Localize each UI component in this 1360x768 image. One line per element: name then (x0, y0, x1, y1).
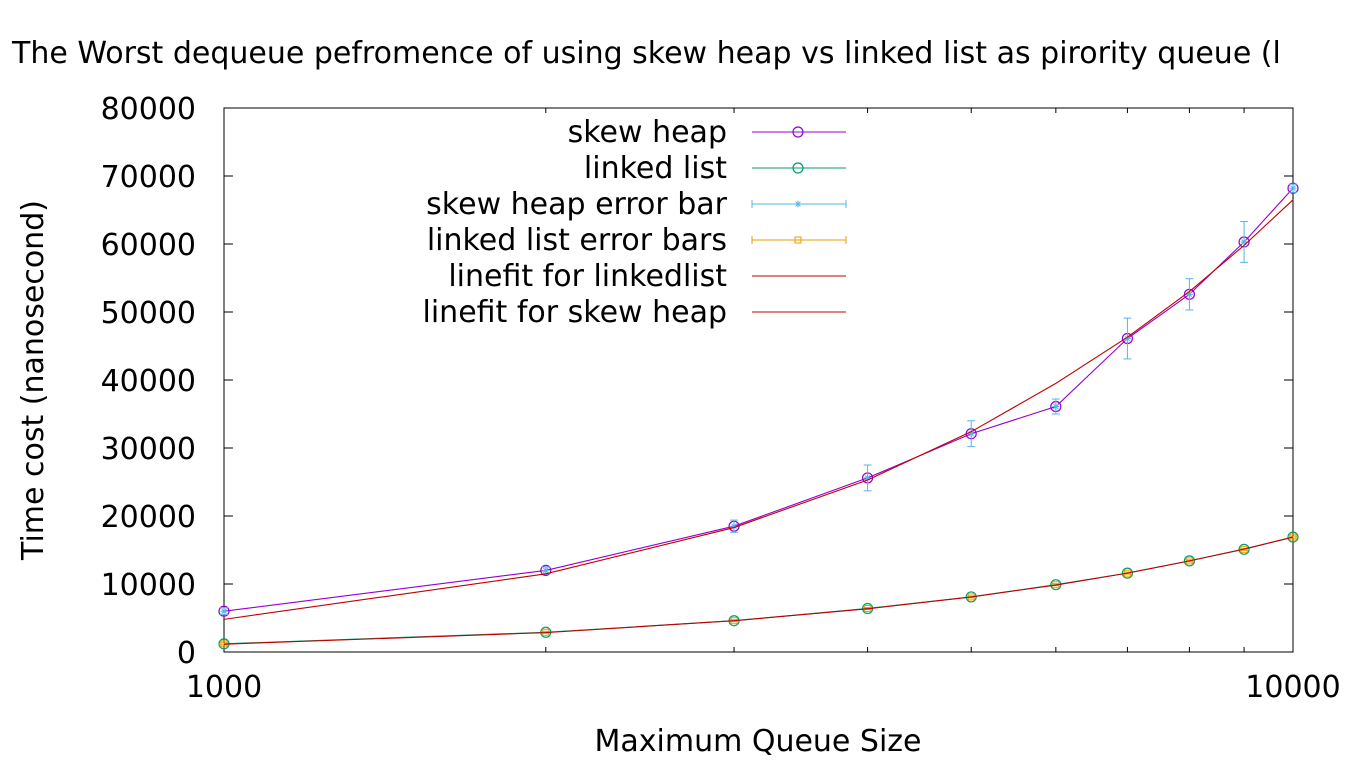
series-linefit-for-linkedlist-line (223, 536, 1294, 645)
series-skew-heap-error-bar-bar-3-marker (864, 474, 872, 482)
series-skew-heap-error-bar-bar-1-marker-shape (542, 566, 550, 574)
x-tick-label-10000: 10000 (1245, 670, 1340, 705)
y-tick-label-70000: 70000 (101, 160, 196, 195)
y-tick-label-60000: 60000 (101, 228, 196, 263)
series-linked-list-point-6-shape (1121, 567, 1134, 579)
legend-item-linked-list-error-bars-marker-shape (794, 236, 802, 244)
series-skew-heap-error-bar (220, 183, 1297, 616)
series-linked-list-point-7 (1183, 555, 1196, 567)
y-tick-label-0: 0 (177, 636, 196, 671)
series-skew-heap-point-1 (540, 564, 552, 577)
series-skew-heap-error-bar-bar-3 (863, 464, 872, 492)
series-skew-heap-error-bar-bar-5-marker-shape (1052, 403, 1060, 411)
series-skew-heap-error-bar-bar-8-marker (1240, 238, 1248, 246)
series-skew-heap-error-bar-bar-6-marker (1123, 335, 1131, 343)
series-skew-heap-error-bar-bar-2-marker (730, 522, 738, 530)
series-linefit-for-skew-heap-line (223, 199, 1294, 620)
y-tick-label-80000: 80000 (101, 92, 196, 127)
x-axis-ticks: 1000 10000 (186, 108, 1341, 705)
series-skew-heap-point-0-shape (218, 605, 230, 617)
series-skew-heap-error-bar-bar-2-marker-shape (730, 522, 738, 530)
y-tick-label-30000: 30000 (101, 432, 196, 467)
series-linked-list-point-8 (1238, 543, 1250, 555)
series-skew-heap-point-1-shape (540, 564, 552, 577)
series-skew-heap-error-bar-bar-4-marker-shape (967, 430, 975, 438)
series-skew-heap-error-bar-bar-7-marker (1185, 290, 1193, 298)
series-linefit-for-linkedlist (223, 536, 1294, 645)
series-skew-heap-error-bar-bar-0 (220, 607, 228, 616)
series-skew-heap-error-bar-bar-7-marker-shape (1185, 290, 1193, 298)
series-linefit-for-skew-heap (223, 199, 1294, 620)
legend-item-skew-heap-error-bar-label: skew heap error bar (426, 187, 727, 222)
y-tick-label-50000: 50000 (101, 296, 196, 331)
legend-item-linked-list-error-bars-label: linked list error bars (427, 223, 727, 258)
legend-item-linked-list-marker (792, 162, 804, 174)
series-skew-heap-error-bar-bar-4-marker (967, 430, 975, 438)
legend-item-linked-list-error-bars-marker (794, 236, 802, 244)
series-skew-heap-error-bar-bar-0-marker-shape (220, 607, 228, 615)
legend-item-linefit-for-linkedlist-label: linefit for linkedlist (448, 259, 727, 294)
legend-item-skew-heap-marker-shape (792, 126, 804, 138)
series-skew-heap-error-bar-bar-9-marker-shape (1289, 184, 1297, 192)
legend-item-linefit-for-linkedlist: linefit for linkedlist (448, 259, 846, 294)
legend-item-skew-heap-marker (792, 126, 804, 138)
series-skew-heap-error-bar-bar-2 (730, 519, 739, 533)
series-linked-list-point-4 (965, 591, 977, 603)
legend-item-skew-heap: skew heap (568, 115, 846, 150)
legend-item-linefit-for-skew-heap-label: linefit for skew heap (423, 295, 727, 330)
y-axis-label: Time cost (nanosecond) (16, 200, 51, 561)
series-linked-list-point-8-shape (1238, 543, 1250, 555)
series-linked-list-point-9-shape (1287, 531, 1299, 543)
y-tick-label-10000: 10000 (101, 568, 196, 603)
legend-item-linked-list: linked list (584, 151, 846, 186)
y-tick-label-40000: 40000 (101, 364, 196, 399)
series-skew-heap-error-bar-bar-6 (1123, 317, 1132, 360)
y-axis-ticks: 0 10000 20000 30000 40000 50000 60000 70000 8000… (101, 92, 1293, 671)
x-tick-label-1000: 1000 (186, 670, 262, 705)
series-skew-heap-error-bar-bar-9-marker (1289, 184, 1297, 192)
chart-title: The Worst dequeue pefromence of using sk… (11, 36, 1281, 71)
series-linked-list-point-6 (1121, 567, 1134, 579)
series-skew-heap-error-bar-bar-0-marker (220, 607, 228, 615)
series-skew-heap-error-bar-bar-9 (1289, 183, 1297, 193)
legend-item-linked-list-marker-shape (792, 162, 804, 174)
series-skew-heap-point-0 (218, 605, 230, 617)
series-skew-heap-error-bar-bar-4 (967, 420, 976, 448)
series-skew-heap-error-bar-bar-8-marker-shape (1240, 238, 1248, 246)
series-linked-list-error-bars-bar-9-marker (1289, 533, 1297, 541)
legend-item-linked-list-label: linked list (584, 151, 727, 186)
plot-area: 0 10000 20000 30000 40000 50000 60000 70000 8000… (101, 92, 1341, 705)
legend-item-linefit-for-skew-heap: linefit for skew heap (423, 295, 846, 330)
legend-item-skew-heap-error-bar: skew heap error bar (426, 187, 847, 222)
series-linked-list-point-7-shape (1183, 555, 1196, 567)
series-skew-heap-error-bar-bar-8 (1240, 221, 1249, 263)
legend-item-skew-heap-error-bar-marker-shape (794, 200, 802, 208)
series-skew-heap-error-bar-bar-7 (1185, 278, 1194, 311)
series-skew-heap-error-bar-bar-6-marker-shape (1123, 335, 1131, 343)
series-skew-heap-error-bar-bar-1-marker (542, 566, 550, 574)
series-linked-list-error-bars-bar-9-marker-shape (1289, 533, 1297, 541)
series-skew-heap-error-bar-bar-3-marker-shape (864, 474, 872, 482)
legend-item-linked-list-error-bars: linked list error bars (427, 223, 847, 258)
series-skew-heap-error-bar-bar-5-marker (1052, 403, 1060, 411)
series-linked-list-point-4-shape (965, 591, 977, 603)
series-skew-heap-error-bar-bar-5 (1051, 398, 1060, 415)
series-linked-list-error-bars-bar-7-marker-shape (1185, 557, 1193, 565)
series-skew-heap-point-9 (1287, 182, 1299, 194)
series-skew-heap-point-9-shape (1287, 182, 1299, 194)
y-tick-label-20000: 20000 (101, 500, 196, 535)
series-linked-list-point-9 (1287, 531, 1299, 543)
legend-item-skew-heap-error-bar-marker (794, 200, 802, 208)
legend-item-skew-heap-label: skew heap (568, 115, 727, 150)
series-linked-list-error-bars-bar-7-marker (1185, 557, 1193, 565)
x-axis-label: Maximum Queue Size (594, 724, 921, 759)
